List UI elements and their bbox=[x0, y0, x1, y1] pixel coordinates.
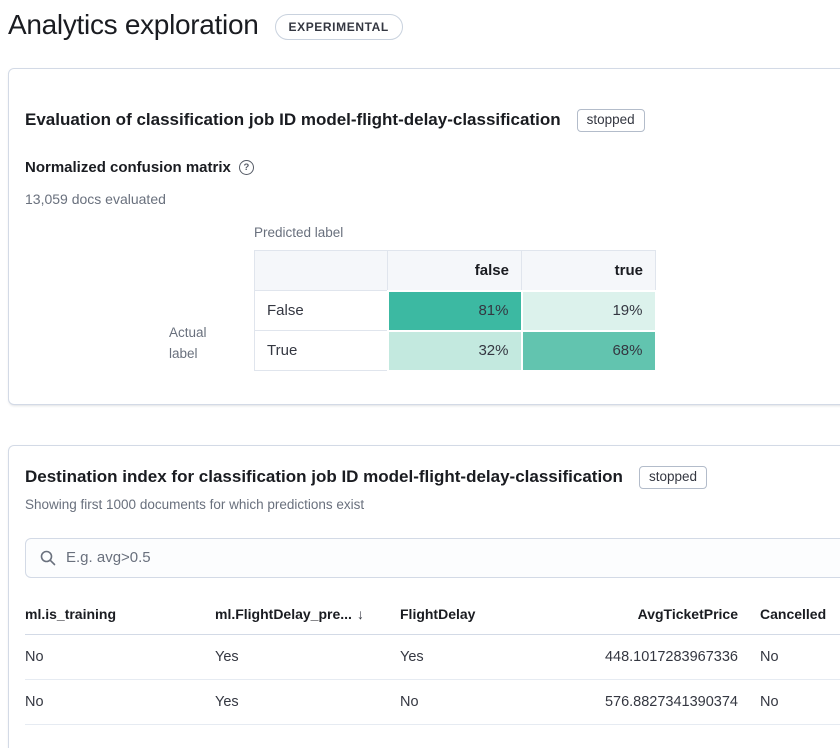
destination-subtitle: Showing first 1000 documents for which p… bbox=[25, 496, 365, 512]
cell-ml-is-training: No bbox=[25, 679, 215, 725]
matrix-cell-false-false: 81% bbox=[386, 289, 523, 332]
search-input[interactable] bbox=[66, 549, 840, 566]
cell-flightdelay: Yes bbox=[400, 634, 570, 680]
cell-ml-flightdelay-pred: Yes bbox=[215, 679, 400, 725]
evaluation-panel-title: Evaluation of classification job ID mode… bbox=[25, 110, 561, 130]
evaluation-panel-title-row: Evaluation of classification job ID mode… bbox=[25, 109, 840, 132]
confusion-matrix-area: Actual label Predicted label false true … bbox=[25, 225, 840, 372]
cell-avgticketprice: 448.1017283967336 bbox=[570, 634, 760, 680]
matrix-row-label-false: False bbox=[254, 290, 388, 331]
sort-desc-icon: ↓ bbox=[356, 605, 364, 622]
results-table: ml.is_training ml.FlightDelay_pre... ↓ Fl… bbox=[25, 601, 840, 725]
results-header-row: ml.is_training ml.FlightDelay_pre... ↓ Fl… bbox=[25, 601, 840, 635]
matrix-cell-false-true: 19% bbox=[520, 289, 657, 332]
matrix-cell-true-false: 32% bbox=[386, 329, 523, 372]
confusion-matrix: false true False 81% 19% True 32% 68% bbox=[254, 250, 657, 372]
cell-ml-is-training: No bbox=[25, 634, 215, 680]
cell-cancelled: No bbox=[760, 679, 840, 725]
evaluation-status-badge: stopped bbox=[576, 109, 645, 132]
page-header: Analytics exploration EXPERIMENTAL bbox=[0, 0, 840, 42]
cell-ml-flightdelay-pred: Yes bbox=[215, 634, 400, 680]
destination-panel-title: Destination index for classification job… bbox=[25, 466, 623, 486]
search-bar[interactable] bbox=[25, 537, 840, 578]
actual-label: Actual label bbox=[169, 325, 207, 361]
evaluation-panel: Evaluation of classification job ID mode… bbox=[8, 68, 840, 405]
predicted-label: Predicted label bbox=[254, 225, 344, 240]
help-icon[interactable]: ? bbox=[238, 160, 254, 175]
column-header-flightdelay[interactable]: FlightDelay bbox=[400, 601, 570, 635]
help-icon-glyph: ? bbox=[243, 162, 250, 173]
matrix-col-header-true: true bbox=[521, 250, 656, 291]
destination-panel-title-row: Destination index for classification job… bbox=[25, 465, 840, 489]
table-row: No Yes No 576.8827341390374 No bbox=[25, 679, 840, 725]
matrix-row-true: True 32% 68% bbox=[254, 329, 657, 372]
cell-flightdelay: No bbox=[400, 679, 570, 725]
cell-avgticketprice: 576.8827341390374 bbox=[570, 679, 760, 725]
destination-index-panel: Destination index for classification job… bbox=[8, 444, 840, 748]
column-header-ml-is-training[interactable]: ml.is_training bbox=[25, 601, 215, 635]
matrix-row-false: False 81% 19% bbox=[254, 289, 657, 332]
experimental-badge: EXPERIMENTAL bbox=[274, 14, 403, 40]
column-header-ml-flightdelay-pred[interactable]: ml.FlightDelay_pre... ↓ bbox=[215, 601, 400, 635]
table-row: No Yes Yes 448.1017283967336 No bbox=[25, 634, 840, 680]
matrix-header-row: false true bbox=[254, 250, 656, 291]
page-title: Analytics exploration bbox=[8, 9, 259, 40]
matrix-corner-cell bbox=[254, 250, 388, 291]
matrix-col-header-false: false bbox=[387, 250, 522, 291]
confusion-matrix-title: Normalized confusion matrix bbox=[25, 159, 231, 176]
destination-status-badge: stopped bbox=[638, 465, 707, 489]
docs-evaluated-text: 13,059 docs evaluated bbox=[25, 191, 166, 207]
matrix-row-label-true: True bbox=[254, 330, 388, 371]
cell-cancelled: No bbox=[760, 634, 840, 680]
matrix-heading-row: Normalized confusion matrix ? bbox=[25, 159, 840, 176]
column-header-avgticketprice[interactable]: AvgTicketPrice bbox=[570, 601, 760, 635]
search-icon bbox=[40, 550, 56, 565]
matrix-cell-true-true: 68% bbox=[520, 329, 657, 372]
column-header-cancelled[interactable]: Cancelled bbox=[760, 601, 840, 635]
